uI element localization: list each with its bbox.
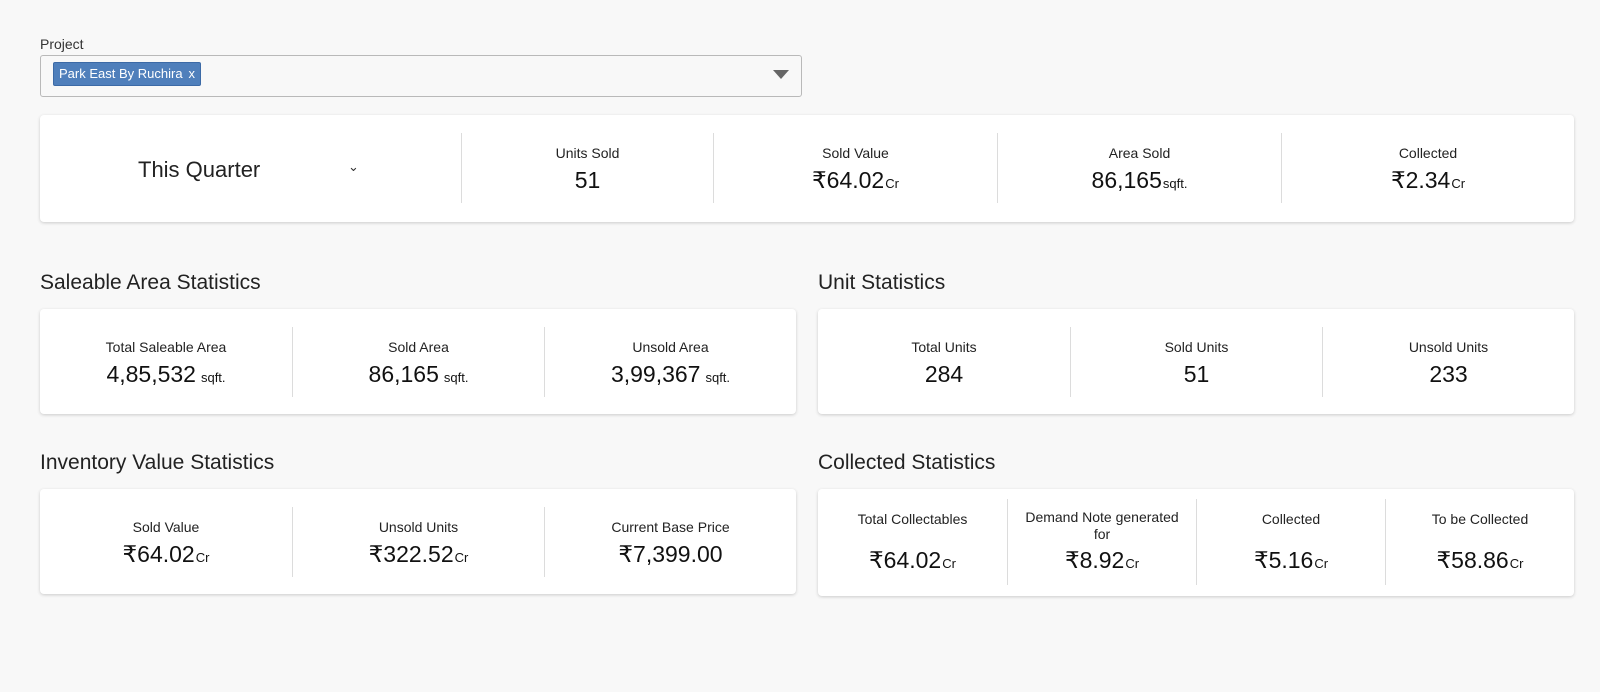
collected-stats-card: Total Collectables ₹64.02Cr Demand Note … — [818, 489, 1574, 596]
dropdown-caret-icon[interactable] — [773, 70, 789, 79]
stat-total-saleable-area: Total Saleable Area 4,85,532 sqft. — [40, 327, 292, 397]
saleable-area-card: Total Saleable Area 4,85,532 sqft. Sold A… — [40, 309, 796, 414]
stat-label: Unsold Units — [378, 519, 459, 535]
stat-value: ₹5.16Cr — [1253, 547, 1329, 573]
metric-value: ₹2.34Cr — [1390, 167, 1466, 193]
stat-label: Sold Value — [132, 519, 200, 535]
unit-stats-title: Unit Statistics — [818, 271, 946, 294]
stat-value: ₹322.52Cr — [368, 541, 469, 567]
summary-card: This Quarter ⌄ Units Sold 51 Sold Value … — [40, 115, 1574, 222]
metric-label: Area Sold — [1108, 145, 1171, 161]
stat-label: To be Collected — [1431, 511, 1529, 527]
project-select[interactable]: Park East By Ruchira x — [40, 55, 802, 97]
chip-remove-icon[interactable]: x — [188, 66, 196, 81]
chevron-down-icon[interactable]: ⌄ — [348, 159, 359, 174]
stat-to-be-collected: To be Collected ₹58.86Cr — [1385, 499, 1574, 585]
stat-value: ₹8.92Cr — [1064, 547, 1140, 573]
stat-label: Total Saleable Area — [105, 339, 227, 355]
stat-label: Unsold Units — [1408, 339, 1489, 355]
stat-unsold-units: Unsold Units 233 — [1322, 327, 1574, 397]
metric-area-sold: Area Sold 86,165sqft. — [997, 133, 1281, 203]
stat-label: Current Base Price — [611, 519, 730, 535]
stat-label: Sold Area — [388, 339, 449, 355]
project-chip: Park East By Ruchira x — [53, 62, 202, 86]
unit-stats-card: Total Units 284 Sold Units 51 Unsold Uni… — [818, 309, 1574, 414]
stat-sold-units: Sold Units 51 — [1070, 327, 1322, 397]
metric-value: 51 — [574, 167, 601, 193]
stat-demand-note: Demand Note generated for ₹8.92Cr — [1007, 499, 1196, 585]
metric-collected: Collected ₹2.34Cr — [1281, 133, 1574, 203]
stat-unsold-area: Unsold Area 3,99,367 sqft. — [544, 327, 796, 397]
stat-total-collectables: Total Collectables ₹64.02Cr — [818, 499, 1007, 585]
stat-label: Total Units — [911, 339, 977, 355]
metric-label: Sold Value — [822, 145, 889, 161]
stat-value: 86,165 sqft. — [368, 361, 469, 387]
stat-sold-value: Sold Value ₹64.02Cr — [40, 507, 292, 577]
stat-value: ₹64.02Cr — [122, 541, 210, 567]
inventory-value-title: Inventory Value Statistics — [40, 451, 275, 474]
project-chip-label: Park East By Ruchira — [59, 66, 183, 81]
collected-stats-title: Collected Statistics — [818, 451, 996, 474]
stat-value: 51 — [1183, 361, 1210, 387]
stat-total-units: Total Units 284 — [818, 327, 1070, 397]
stat-unsold-units-value: Unsold Units ₹322.52Cr — [292, 507, 544, 577]
stat-label: Sold Units — [1164, 339, 1229, 355]
period-label: This Quarter — [138, 157, 261, 182]
stat-value: ₹64.02Cr — [869, 547, 956, 573]
metric-units-sold: Units Sold 51 — [461, 133, 713, 203]
metric-value: 86,165sqft. — [1091, 167, 1188, 193]
saleable-area-title: Saleable Area Statistics — [40, 271, 261, 294]
stat-value: 284 — [924, 361, 964, 387]
stat-value: ₹7,399.00 — [618, 541, 723, 567]
stat-label: Collected — [1261, 511, 1321, 527]
project-label: Project — [40, 36, 84, 52]
inventory-value-card: Sold Value ₹64.02Cr Unsold Units ₹322.52… — [40, 489, 796, 594]
stat-collected: Collected ₹5.16Cr — [1196, 499, 1385, 585]
metric-sold-value: Sold Value ₹64.02Cr — [713, 133, 997, 203]
stat-sold-area: Sold Area 86,165 sqft. — [292, 327, 544, 397]
metric-label: Collected — [1398, 145, 1458, 161]
stat-value: 4,85,532 sqft. — [106, 361, 226, 387]
period-select[interactable]: This Quarter ⌄ — [40, 115, 460, 222]
stat-label: Demand Note generated for — [1025, 509, 1179, 542]
stat-value: ₹58.86Cr — [1436, 547, 1524, 573]
stat-label: Total Collectables — [857, 511, 968, 527]
stat-value: 233 — [1429, 361, 1468, 387]
metric-label: Units Sold — [555, 145, 620, 161]
metric-value: ₹64.02Cr — [812, 167, 899, 193]
stat-current-base-price: Current Base Price ₹7,399.00 — [544, 507, 796, 577]
stat-value: 3,99,367 sqft. — [610, 361, 731, 387]
stat-label: Unsold Area — [632, 339, 709, 355]
